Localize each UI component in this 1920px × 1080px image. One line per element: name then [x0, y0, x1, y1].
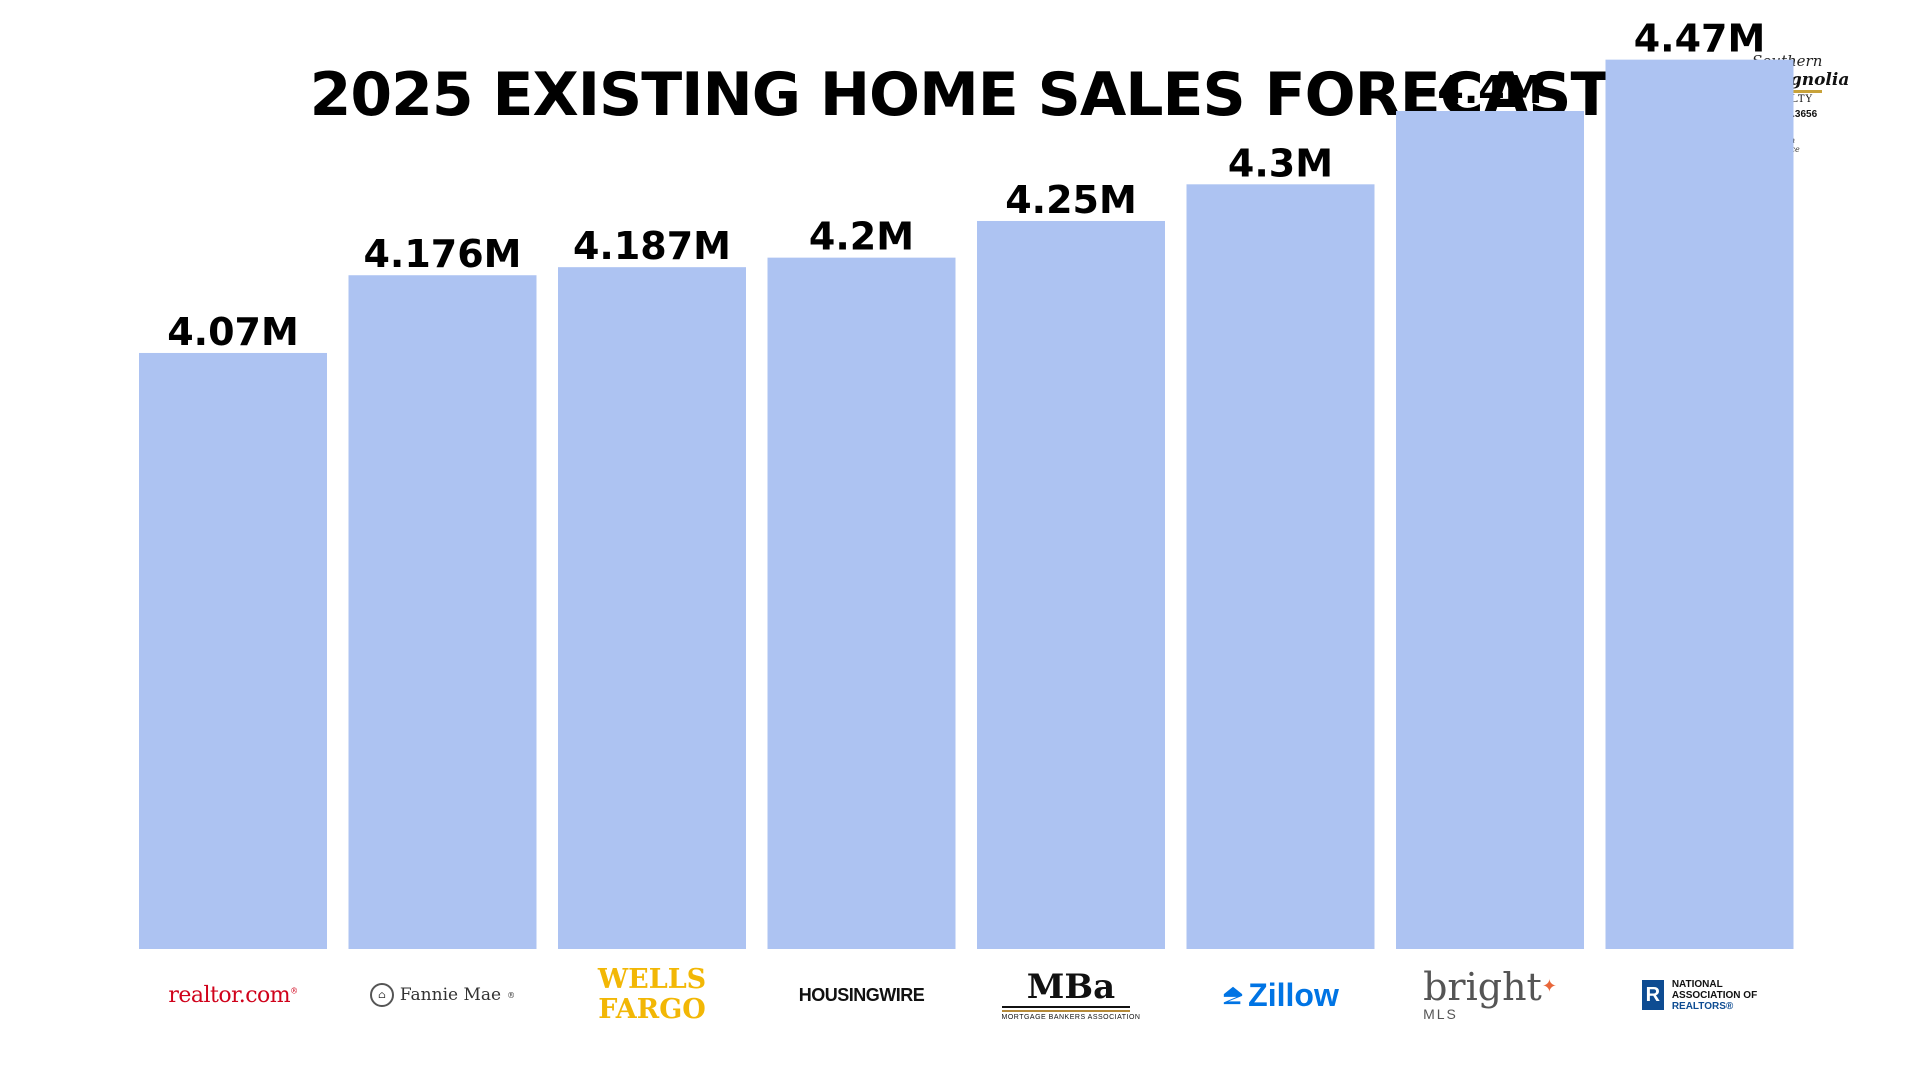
bright-logo-big: bright	[1423, 965, 1542, 1009]
nar-line2: ASSOCIATION OF	[1671, 989, 1758, 1001]
wells-fargo-logo: WELLS FARGO	[557, 960, 747, 1030]
realtor-logo-text: realtor.com	[168, 982, 291, 1008]
nar-line3: REALTORS®	[1671, 1000, 1734, 1012]
realtor-com-logo: realtor.com®	[138, 960, 328, 1030]
bright-logo-small: MLS	[1423, 1006, 1458, 1022]
nar-line1: NATIONAL	[1671, 978, 1723, 990]
zillow-logo: Zillow	[1186, 960, 1376, 1030]
bar-3	[558, 267, 746, 949]
bar-4	[767, 257, 956, 949]
fannie-mae-house-icon: ⌂	[369, 983, 394, 1007]
fannie-mae-logo: ⌂ Fannie Mae ®	[348, 960, 538, 1030]
mba-rule-gold	[1001, 1009, 1130, 1012]
data-label-1: 4.07M	[167, 310, 299, 354]
realtor-logo-mark: ®	[290, 986, 298, 996]
wells-logo-line1: WELLS	[597, 964, 707, 995]
housingwire-logo: HOUSINGWIRE	[767, 960, 957, 1030]
data-label-7: 4.4M	[1437, 68, 1542, 112]
data-label-6: 4.3M	[1228, 141, 1333, 185]
housingwire-logo-text: HOUSINGWIRE	[798, 984, 925, 1005]
bright-star-icon: ✦	[1541, 976, 1557, 997]
fannie-logo-text: Fannie Mae	[399, 985, 502, 1005]
bar-2	[348, 275, 537, 949]
bar-8	[1605, 59, 1794, 950]
bar-7	[1396, 110, 1584, 950]
bar-1	[139, 352, 327, 949]
data-label-8: 4.47M	[1634, 17, 1766, 61]
zillow-logo-text: Zillow	[1248, 976, 1339, 1013]
nar-logo: R NATIONAL ASSOCIATION OF REALTORS®	[1605, 960, 1795, 1030]
chart-title: 2025 EXISTING HOME SALES FORECAST	[309, 60, 1612, 130]
mba-logo-small: MORTGAGE BANKERS ASSOCIATION	[1001, 1013, 1141, 1021]
bar-6	[1186, 184, 1375, 949]
mba-logo: MBa MORTGAGE BANKERS ASSOCIATION	[976, 960, 1166, 1030]
mba-rule	[1001, 1005, 1130, 1008]
zillow-house-icon	[1224, 986, 1243, 1005]
data-label-5: 4.25M	[1005, 178, 1137, 222]
data-label-3: 4.187M	[573, 224, 731, 268]
data-label-2: 4.176M	[363, 232, 521, 276]
bar-5	[977, 220, 1165, 950]
data-label-4: 4.2M	[809, 215, 914, 259]
fannie-logo-mark: ®	[507, 990, 516, 1000]
wells-logo-line2: FARGO	[598, 994, 706, 1025]
bright-mls-logo: bright✦ MLS	[1395, 960, 1585, 1030]
nar-r-icon: R	[1641, 980, 1664, 1010]
mba-logo-big: MBa	[1026, 966, 1116, 1007]
